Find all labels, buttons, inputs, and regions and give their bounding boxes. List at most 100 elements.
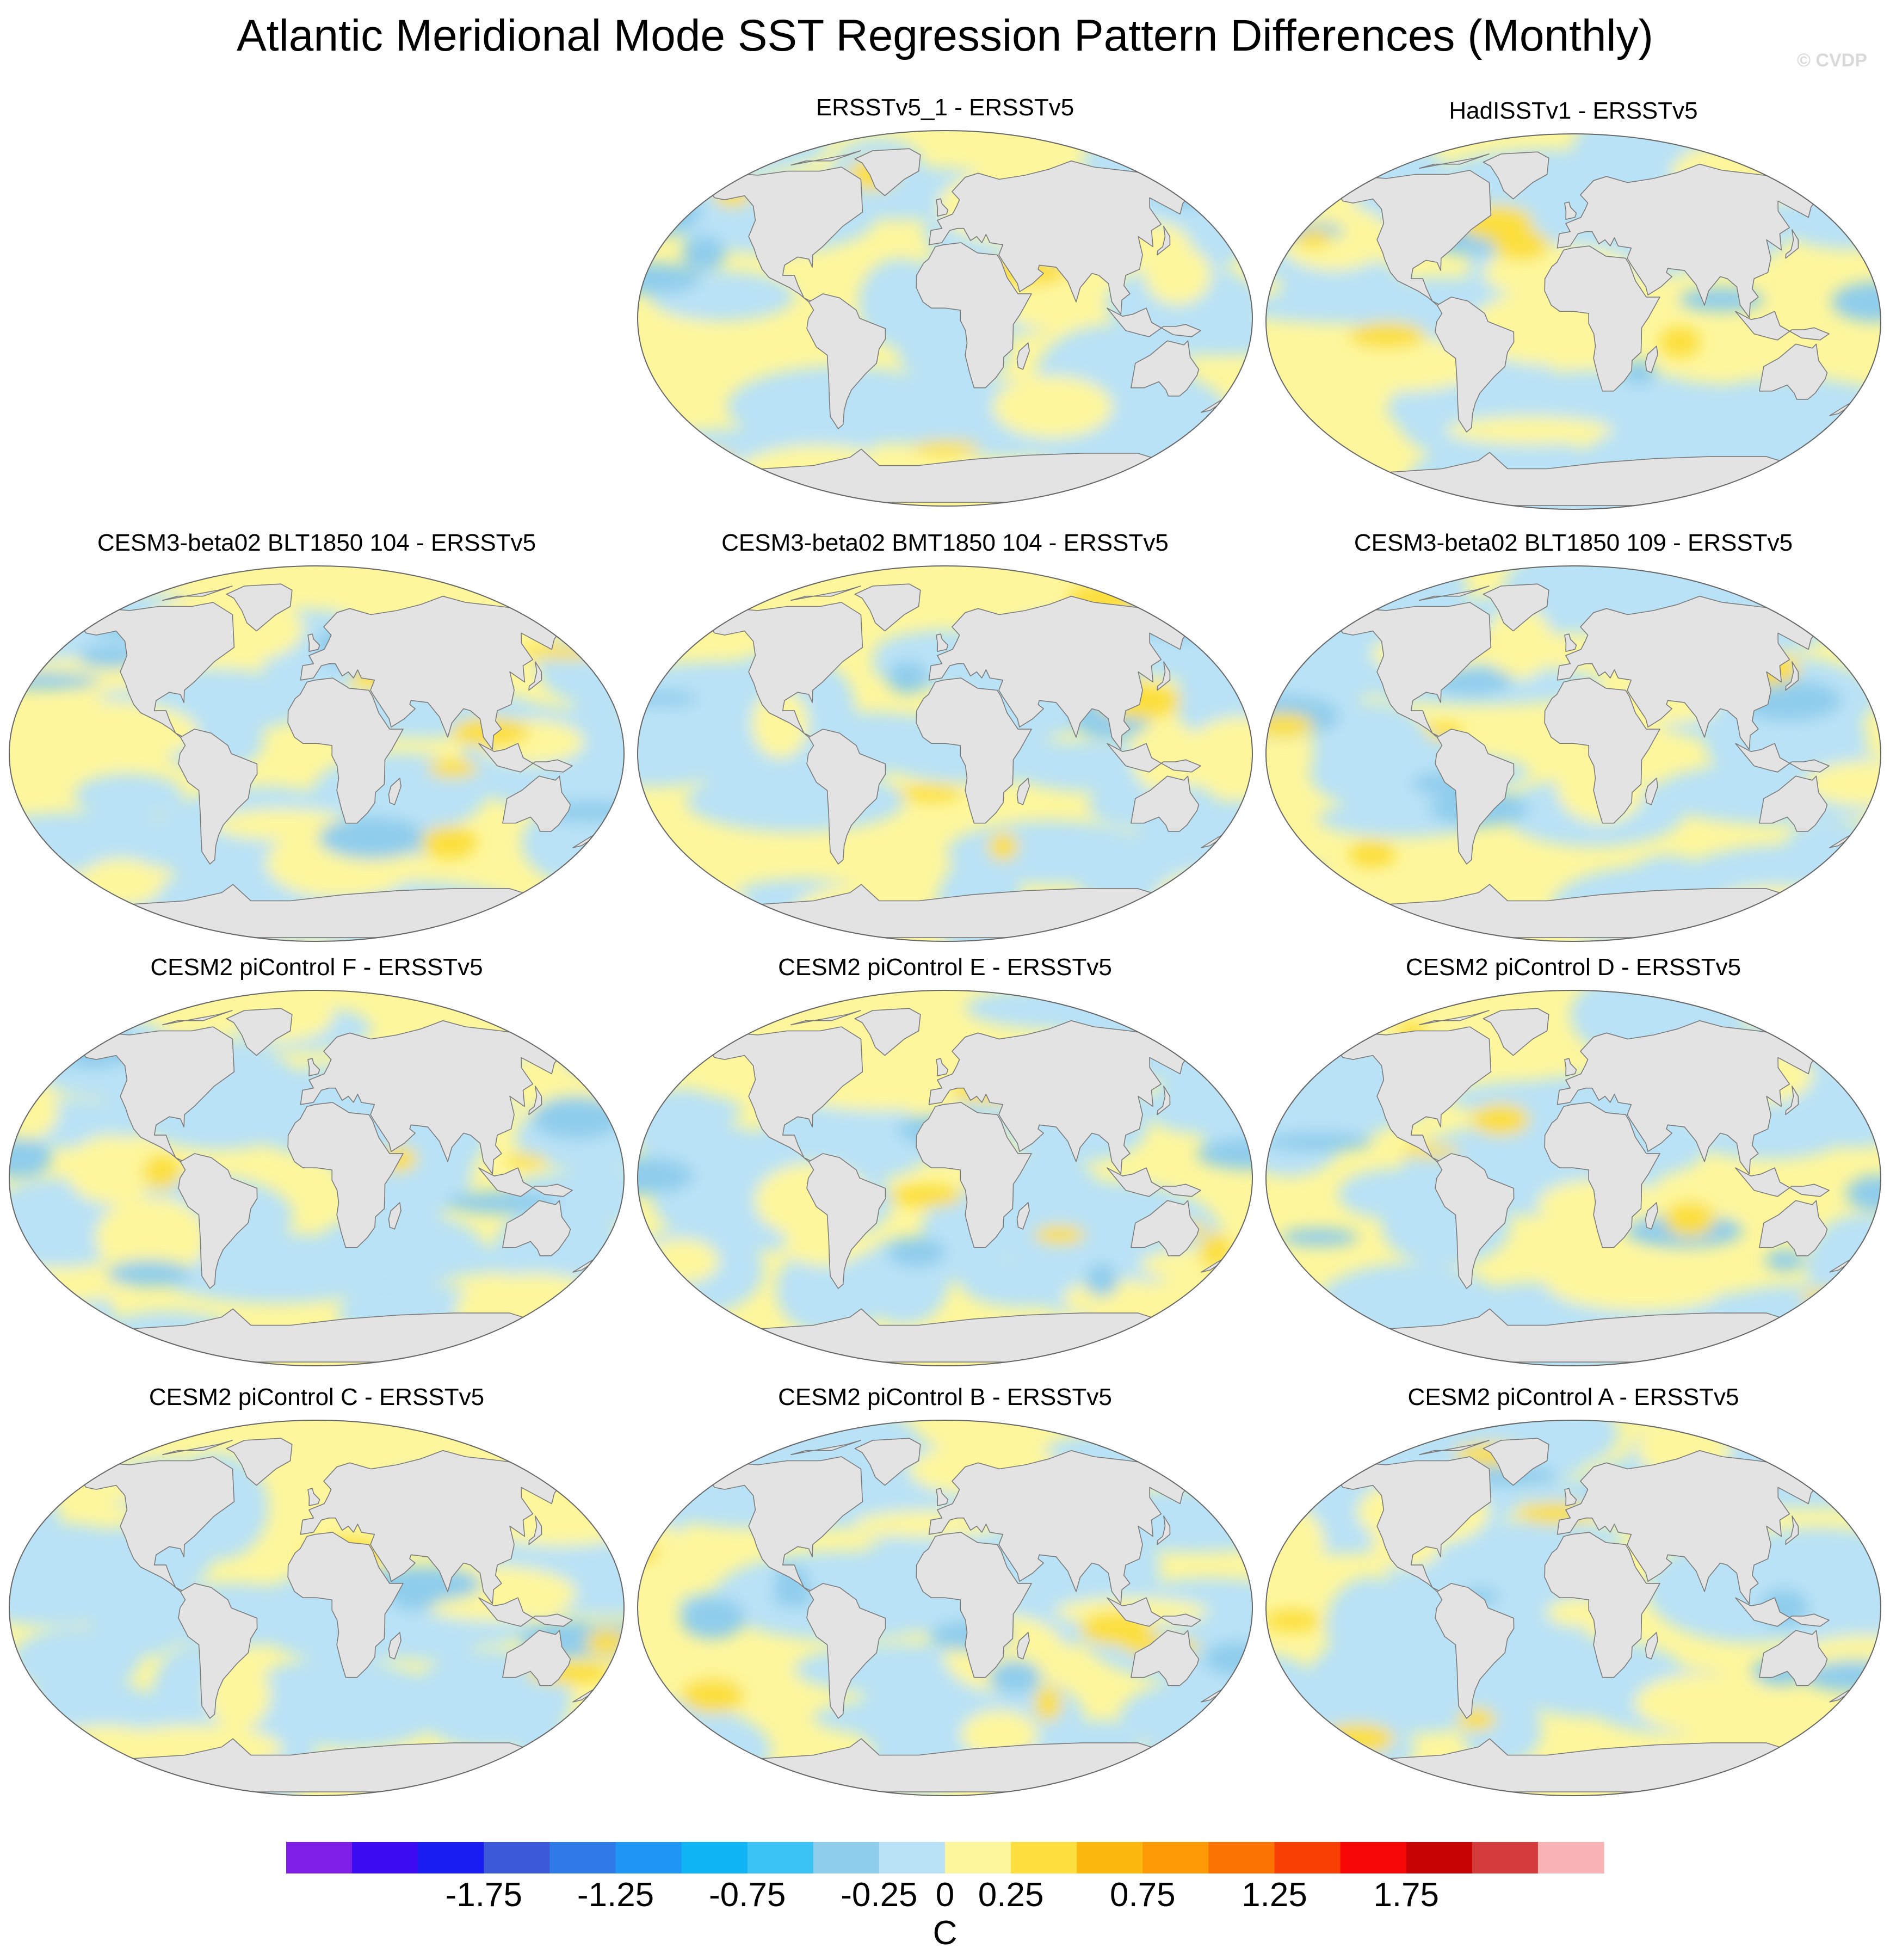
anomaly-contour: [640, 317, 715, 368]
colorbar-tick-label: -1.75: [445, 1876, 522, 1914]
map-panel: CESM3-beta02 BMT1850 104 - ERSSTv5: [635, 529, 1255, 953]
land-uk: [1564, 1488, 1577, 1506]
land-japan: [1785, 1515, 1799, 1545]
land-uk: [307, 1488, 320, 1506]
land-south-america: [1435, 1583, 1515, 1719]
anomaly-contour: [1266, 291, 1490, 324]
land-uk: [1564, 1058, 1577, 1076]
colorbar-swatch: [1537, 1842, 1604, 1873]
land-north-america: [1338, 1456, 1492, 1592]
colorbar-swatch: [418, 1842, 484, 1873]
anomaly-contour: [681, 1678, 744, 1714]
anomaly-contour: [1362, 1670, 1535, 1724]
colorbar-swatch: [615, 1842, 682, 1873]
anomaly-contour: [638, 570, 711, 604]
anomaly-contour: [596, 1025, 624, 1056]
land-eurasia: [300, 595, 569, 750]
land-madagascar: [1016, 1202, 1030, 1230]
anomaly-contour: [1446, 416, 1614, 445]
anomaly-contour: [533, 1021, 564, 1038]
anomaly-contour: [1321, 1723, 1395, 1754]
anomaly-contour: [22, 701, 199, 763]
land-australia: [1131, 775, 1200, 832]
land-indonesia: [1107, 1597, 1201, 1627]
map-svg: [1265, 565, 1881, 942]
map-svg: [637, 565, 1253, 942]
colorbar-swatch: [1340, 1842, 1407, 1873]
land-australia: [1759, 1630, 1828, 1686]
land-greenland: [854, 148, 921, 196]
map-border: [1265, 133, 1881, 510]
land-uk: [936, 198, 949, 217]
anomaly-contour: [1185, 716, 1252, 790]
anomaly-contour: [565, 1041, 600, 1072]
land-japan: [528, 1515, 542, 1545]
figure-title: Atlantic Meridional Mode SST Regression …: [237, 11, 1653, 60]
land-greenland: [854, 1438, 921, 1486]
map-svg: [637, 1420, 1253, 1796]
land-japan: [1785, 661, 1799, 691]
land-south-america: [806, 1583, 886, 1719]
anomaly-contour: [638, 1088, 732, 1168]
land-north-america: [1338, 1026, 1492, 1162]
anomaly-contour: [95, 1197, 208, 1278]
land-south-america: [806, 729, 886, 865]
land-eurasia: [1557, 1450, 1825, 1605]
anomaly-contour: [888, 1184, 963, 1207]
map-svg: [1265, 990, 1881, 1366]
land-indonesia: [1735, 311, 1830, 341]
land-madagascar: [1016, 342, 1030, 370]
land-australia: [1759, 775, 1828, 832]
land-greenland: [226, 1438, 293, 1486]
panel-title: CESM2 piControl D - ERSSTv5: [1405, 954, 1741, 981]
land-arctic-islands: [1419, 1440, 1490, 1456]
land-south-america: [178, 1583, 258, 1719]
map-border: [9, 990, 625, 1366]
map-svg: [1265, 1420, 1881, 1796]
land-eurasia: [928, 595, 1197, 750]
map-panel: CESM2 piControl D - ERSSTv5: [1263, 953, 1883, 1378]
anomaly-contour: [1147, 1079, 1233, 1133]
land-greenland: [854, 583, 921, 632]
land-eurasia: [928, 160, 1197, 315]
land-indonesia: [1107, 1167, 1201, 1197]
panel-title: CESM3-beta02 BLT1850 109 - ERSSTv5: [1354, 529, 1793, 556]
anomaly-contour: [1802, 1420, 1881, 1490]
map-panel: HadISSTv1 - ERSSTv5: [1263, 97, 1883, 521]
map-panel: CESM3-beta02 BLT1850 109 - ERSSTv5: [1263, 529, 1883, 953]
land-africa: [287, 1102, 404, 1248]
land-japan: [528, 661, 542, 691]
anomaly-contour: [682, 236, 726, 272]
land-eurasia: [300, 1020, 569, 1175]
anomaly-contour: [212, 808, 353, 841]
land-arctic-islands: [162, 585, 233, 601]
anomaly-contour: [1213, 1749, 1252, 1796]
land-australia: [1131, 1630, 1200, 1686]
land-north-america: [81, 602, 235, 738]
land-greenland: [1483, 1438, 1549, 1486]
land-north-america: [81, 1456, 235, 1592]
land-south-america: [1435, 1153, 1515, 1289]
anomaly-contour: [1659, 326, 1701, 358]
anomaly-contour: [1401, 1144, 1461, 1158]
land-africa: [287, 1532, 404, 1678]
colorbar-tick-label: -1.25: [577, 1876, 654, 1914]
anomaly-contour: [987, 832, 1019, 861]
map-svg: [9, 565, 625, 942]
anomaly-contour: [421, 825, 477, 859]
panel-title: CESM2 piControl B - ERSSTv5: [778, 1384, 1112, 1410]
land-arctic-islands: [1419, 1010, 1490, 1026]
anomaly-contour: [1266, 859, 1323, 882]
land-madagascar: [1016, 778, 1030, 805]
anomaly-contour: [1803, 760, 1881, 807]
anomaly-contour: [911, 440, 981, 455]
anomaly-contour: [899, 784, 963, 802]
land-japan: [1785, 1086, 1799, 1115]
anomaly-contour: [580, 1277, 624, 1354]
land-madagascar: [1645, 346, 1658, 373]
anomaly-contour: [1280, 1228, 1358, 1247]
anomaly-contour: [1296, 152, 1357, 223]
anomaly-contour: [1564, 1271, 1721, 1312]
anomaly-contour: [1312, 336, 1484, 392]
land-madagascar: [388, 1632, 402, 1660]
